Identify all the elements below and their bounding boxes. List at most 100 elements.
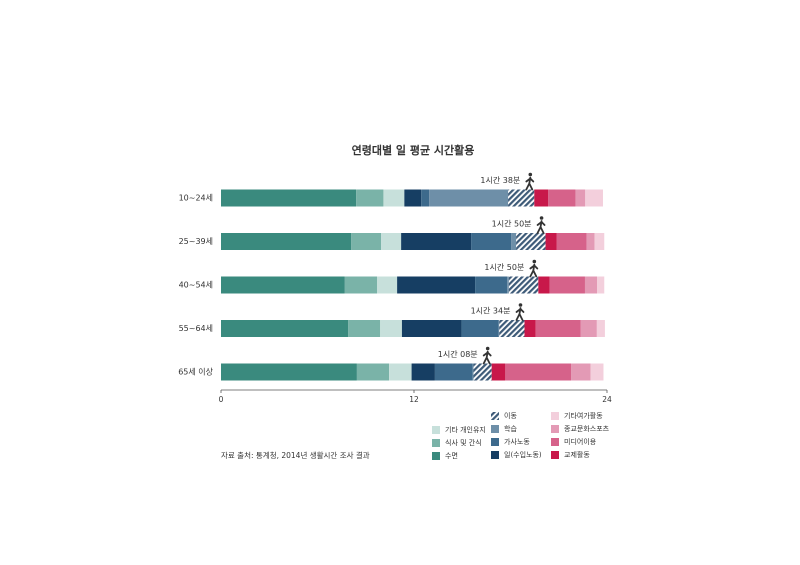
bar-segment — [594, 233, 605, 250]
bar-segment — [549, 276, 585, 294]
bar-segment — [511, 233, 517, 250]
walker-head — [518, 303, 523, 307]
bar-segment — [524, 320, 536, 337]
bar-segment — [221, 189, 357, 207]
legend-label: 가사노동 — [504, 437, 530, 446]
bar-segment — [380, 320, 402, 337]
legend-swatch — [491, 451, 499, 459]
legend-swatch — [491, 425, 499, 433]
bar-segment — [401, 320, 462, 337]
legend-label: 일(수입노동) — [504, 450, 542, 459]
annotation: 1시간 08분 — [438, 349, 478, 359]
y-tick-label: 10~24세 — [179, 194, 213, 203]
legend-label: 이동 — [504, 411, 517, 420]
walker-icon — [482, 346, 492, 365]
bar-segment — [221, 320, 349, 337]
x-tick-label: 0 — [219, 395, 224, 404]
walker-head — [485, 346, 490, 351]
bar-segment — [383, 189, 405, 207]
bar-segment — [472, 363, 474, 381]
y-tick-label: 55~64세 — [179, 324, 213, 333]
walker-icon — [536, 216, 546, 234]
legend-swatch — [491, 412, 499, 420]
bar-segment — [221, 233, 352, 250]
legend-label: 식사 및 간식 — [445, 438, 482, 447]
bar-segment — [473, 363, 492, 381]
bar-segment — [516, 233, 546, 250]
legend-label: 기타여가활동 — [564, 411, 603, 420]
bar-segment — [471, 233, 512, 250]
legend-swatch — [551, 438, 559, 446]
bar-segment — [404, 189, 422, 207]
bar-segment — [389, 363, 412, 381]
bar-segment — [397, 276, 476, 294]
walker-body — [525, 176, 535, 191]
bar-segment — [575, 189, 586, 207]
annotation: 1시간 50분 — [484, 262, 524, 272]
chart-title: 연령대별 일 평균 시간활용 — [352, 143, 475, 157]
bar-segment — [596, 320, 605, 337]
walker-body — [482, 350, 492, 365]
bar-segment — [421, 189, 430, 207]
bar-segment — [499, 320, 525, 337]
annotation: 1시간 50분 — [492, 219, 532, 229]
bar-segment — [580, 320, 597, 337]
bar-segment — [401, 233, 472, 250]
bar-segment — [534, 189, 549, 207]
y-tick-label: 65세 이상 — [178, 367, 213, 377]
y-tick-label: 40~54세 — [179, 281, 213, 290]
y-tick-label: 25~39세 — [179, 237, 213, 246]
legend-label: 기타 개인유지 — [445, 425, 486, 434]
bar-segment — [590, 363, 604, 381]
walker-head — [539, 216, 544, 220]
source-note: 자료 출처: 통계청, 2014년 생활시간 조사 결과 — [221, 450, 370, 460]
bar-segment — [508, 189, 535, 207]
bar-segment — [429, 189, 509, 207]
walker-head — [528, 172, 533, 177]
walker-head — [532, 259, 537, 264]
x-tick-label: 24 — [602, 395, 612, 404]
annotation: 1시간 34분 — [471, 306, 511, 316]
bar-segment — [356, 363, 390, 381]
legend-swatch — [551, 425, 559, 433]
bar-segment — [491, 363, 506, 381]
legend-swatch — [432, 426, 440, 434]
bar-segment — [356, 189, 384, 207]
walker-body — [515, 307, 525, 321]
x-tick-label: 12 — [409, 395, 419, 404]
bar-segment — [508, 276, 539, 294]
walker-body — [529, 263, 539, 278]
bar-segment — [498, 320, 500, 337]
bar-segment — [461, 320, 499, 337]
annotation: 1시간 38분 — [480, 175, 520, 185]
bar-segment — [221, 363, 357, 381]
bar-segment — [348, 320, 381, 337]
bar-segment — [221, 276, 345, 294]
legend-label: 학습 — [504, 424, 517, 433]
bar-segment — [545, 233, 557, 250]
bar-segment — [344, 276, 378, 294]
walker-icon — [525, 172, 535, 191]
legend-swatch — [551, 412, 559, 420]
walker-icon — [529, 259, 539, 278]
legend-swatch — [551, 451, 559, 459]
walker-body — [536, 220, 546, 234]
bar-segment — [381, 233, 402, 250]
bar-segment — [434, 363, 473, 381]
legend-label: 수면 — [445, 451, 458, 460]
walker-icon — [515, 303, 525, 321]
legend-label: 종교문화스포츠 — [564, 425, 610, 433]
bar-segment — [585, 189, 603, 207]
legend-swatch — [491, 438, 499, 446]
bar-segment — [377, 276, 398, 294]
bar-segment — [535, 320, 581, 337]
bar-segment — [351, 233, 382, 250]
bar-segment — [571, 363, 591, 381]
legend-swatch — [432, 452, 440, 460]
legend-swatch — [432, 439, 440, 447]
legend-label: 교제활동 — [564, 450, 590, 459]
bar-segment — [584, 276, 598, 294]
bar-segment — [548, 189, 576, 207]
